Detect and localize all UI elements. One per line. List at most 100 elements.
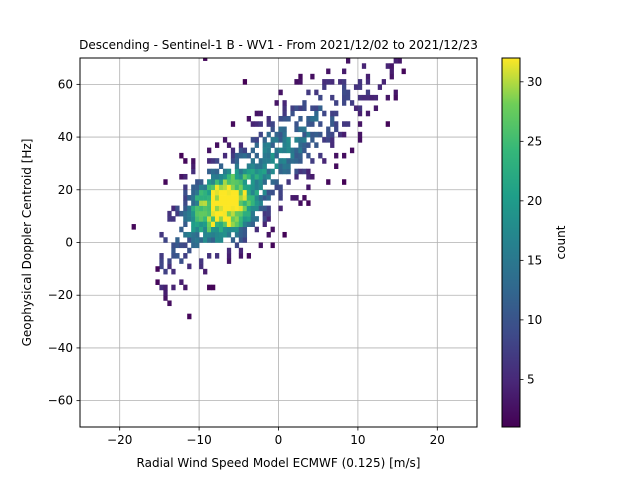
heatmap-cell — [242, 152, 248, 159]
heatmap-cell — [298, 105, 303, 112]
heatmap-cell — [254, 152, 259, 159]
heatmap-cell — [226, 200, 232, 206]
heatmap-cell — [234, 173, 240, 180]
heatmap-cell — [330, 131, 335, 138]
heatmap-cell — [262, 168, 267, 175]
heatmap-cell — [258, 173, 263, 180]
heatmap-cell — [250, 163, 255, 169]
heatmap-cell — [302, 100, 307, 106]
heatmap-cell — [250, 121, 255, 127]
heatmap-cell — [207, 179, 212, 185]
heatmap-cell — [322, 158, 327, 164]
heatmap-cell — [211, 237, 216, 243]
heatmap-cell — [353, 84, 359, 90]
heatmap-cell — [226, 168, 232, 175]
heatmap-cell — [207, 221, 212, 227]
heatmap-cell — [218, 216, 224, 222]
heatmap-cell — [222, 216, 228, 222]
heatmap-cell — [187, 216, 192, 222]
heatmap-cell — [230, 216, 236, 222]
heatmap-cell — [270, 242, 275, 249]
heatmap-cell — [246, 189, 252, 196]
heatmap-cell — [389, 73, 394, 80]
heatmap-cell — [214, 142, 220, 148]
heatmap-cell — [211, 226, 216, 233]
heatmap-cell — [294, 168, 299, 175]
heatmap-cell — [191, 168, 196, 175]
heatmap-cell — [326, 79, 331, 85]
heatmap-cell — [238, 247, 244, 254]
heatmap-cell — [286, 163, 291, 169]
heatmap-cell — [226, 210, 232, 217]
heatmap-cell — [226, 247, 232, 254]
heatmap-cell — [290, 147, 295, 154]
heatmap-cell — [274, 184, 279, 191]
heatmap-cell — [262, 205, 267, 212]
heatmap-cell — [211, 158, 216, 164]
heatmap-cell — [278, 195, 283, 201]
heatmap-cell — [401, 68, 406, 75]
x-axis: −20 −10 0 10 20 — [107, 427, 445, 447]
heatmap-cell — [191, 231, 196, 238]
heatmap-cell — [318, 105, 323, 112]
heatmap-cell — [278, 184, 283, 191]
heatmap-cell — [306, 142, 311, 148]
heatmap-cell — [234, 189, 240, 196]
heatmap-cell — [294, 79, 299, 85]
heatmap-cell — [266, 195, 271, 201]
heatmap-cell — [294, 173, 299, 180]
heatmap-cell — [218, 184, 224, 191]
heatmap-cell — [266, 168, 271, 175]
heatmap-cell — [222, 179, 228, 185]
heatmap-cell — [187, 195, 192, 201]
y-tick-label: 20 — [58, 183, 73, 197]
heatmap-cell — [214, 200, 220, 206]
heatmap-cell — [330, 79, 335, 85]
heatmap-cell — [238, 226, 244, 233]
heatmap-cell — [310, 131, 315, 138]
heatmap-cell — [322, 110, 327, 117]
heatmap-cell — [195, 210, 200, 217]
heatmap-cell — [266, 147, 271, 154]
heatmap-cell — [385, 63, 390, 69]
heatmap-cell — [183, 284, 188, 291]
heatmap-cell — [199, 195, 204, 201]
heatmap-cell — [179, 173, 184, 180]
heatmap-cell — [266, 142, 271, 148]
heatmap-cell — [238, 142, 244, 148]
heatmap-cell — [310, 137, 315, 143]
heatmap-cell — [187, 263, 192, 270]
heatmap-cell — [282, 142, 287, 148]
colorbar-tick-label: 30 — [527, 75, 542, 89]
heatmap-cell — [266, 231, 271, 238]
heatmap-cell — [171, 284, 176, 291]
heatmap-cell — [167, 210, 172, 217]
heatmap-cell — [222, 226, 228, 233]
heatmap-cell — [322, 137, 327, 143]
heatmap-cell — [274, 131, 279, 138]
heatmap-cell — [238, 168, 244, 175]
y-tick-label: −60 — [48, 394, 73, 408]
heatmap-cell — [310, 73, 315, 80]
heatmap-cell — [238, 216, 244, 222]
heatmap-cell — [258, 110, 263, 117]
heatmap-cell — [250, 205, 255, 212]
heatmap-cell — [262, 221, 267, 227]
heatmap-cell — [226, 142, 232, 148]
heatmap-cell — [250, 210, 255, 217]
heatmap-cell — [207, 237, 212, 243]
heatmap-cell — [298, 158, 303, 164]
heatmap-cell — [258, 184, 263, 191]
heatmap-cell — [167, 258, 172, 264]
heatmap-cell — [361, 63, 367, 69]
heatmap-cell — [250, 195, 255, 201]
heatmap-cell — [203, 205, 208, 212]
heatmap-cell — [250, 189, 255, 196]
heatmap-cell — [258, 242, 263, 249]
heatmap-cell — [191, 189, 196, 196]
heatmap-cell — [222, 210, 228, 217]
heatmap-cell — [258, 200, 263, 206]
heatmap-cell — [373, 94, 379, 101]
heatmap-cell — [342, 79, 347, 85]
colorbar-tick-label: 10 — [527, 313, 542, 327]
